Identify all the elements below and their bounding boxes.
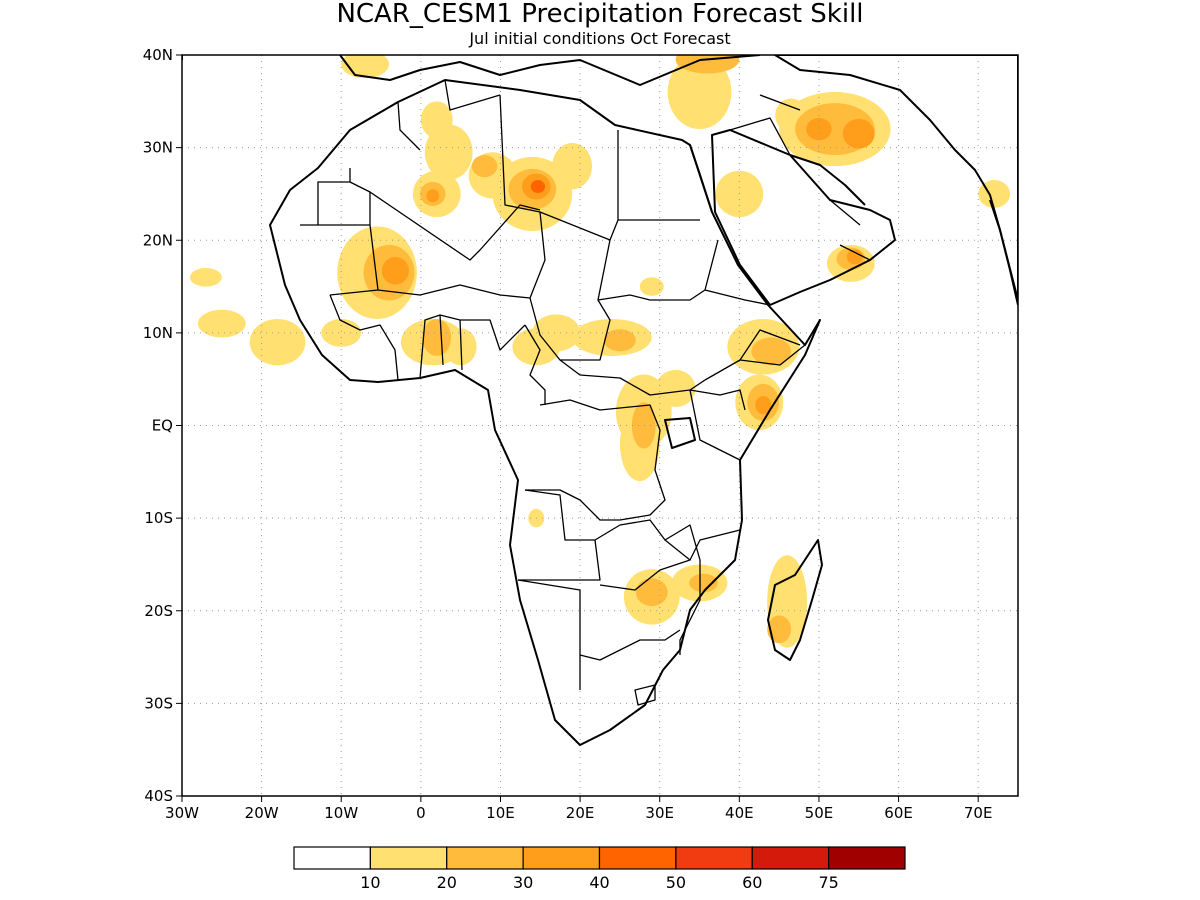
colorbar-label: 40 xyxy=(589,873,609,892)
border-southern-africa xyxy=(517,579,681,690)
y-tick-label: 10N xyxy=(143,324,173,342)
colorbar-label: 20 xyxy=(437,873,457,892)
skill-patch xyxy=(189,268,222,287)
y-tick-label: 20S xyxy=(144,602,173,620)
land-outlines xyxy=(182,55,1018,746)
x-tick-label: 50E xyxy=(805,804,834,822)
skill-patch xyxy=(755,395,772,415)
x-tick-label: 30W xyxy=(165,804,199,822)
skill-patch xyxy=(675,55,740,74)
x-tick-label: 40E xyxy=(725,804,754,822)
border-ethiopia xyxy=(704,289,806,366)
border-mali-niger xyxy=(369,192,531,299)
border-mauritania xyxy=(300,181,379,296)
india-coastline xyxy=(989,199,1018,306)
skill-patch xyxy=(806,117,832,141)
colorbar-label: 75 xyxy=(818,873,838,892)
skill-patch xyxy=(530,180,546,194)
lake-victoria xyxy=(664,417,696,449)
border-middle-east xyxy=(729,94,871,261)
skill-patch xyxy=(767,615,792,644)
arabia-coastline xyxy=(711,129,896,306)
colorbar-swatch xyxy=(522,846,601,870)
chart-title: NCAR_CESM1 Precipitation Forecast Skill xyxy=(336,0,863,29)
skill-patch xyxy=(424,124,473,181)
skill-patch xyxy=(552,142,593,190)
x-tick-label: 30E xyxy=(645,804,674,822)
x-tick-label: 60E xyxy=(884,804,913,822)
skill-patch xyxy=(512,328,561,366)
border-sudan xyxy=(597,239,719,301)
border-drc xyxy=(525,399,666,521)
border-mozambique xyxy=(664,524,741,655)
skill-patch xyxy=(689,573,718,593)
madagascar-coastline xyxy=(767,539,823,661)
skill-patch xyxy=(635,578,668,607)
skill-patch xyxy=(321,318,362,347)
y-tick-label: 40S xyxy=(144,787,173,805)
border-angola xyxy=(518,489,601,581)
colorbar-swatch xyxy=(369,846,448,870)
plot-frame xyxy=(181,54,1019,797)
y-tick-label: 10S xyxy=(144,509,173,527)
colorbar-swatch xyxy=(751,846,830,870)
iran-region-coastline xyxy=(774,55,1018,301)
skill-patch xyxy=(842,118,875,149)
x-tick-label: 20W xyxy=(245,804,279,822)
skill-patch xyxy=(631,402,656,449)
border-central-africa xyxy=(559,359,706,396)
skill-patch xyxy=(197,309,246,338)
colorbar: 10 20 30 40 50 60 75 xyxy=(293,846,906,892)
skill-patch xyxy=(420,101,453,139)
colorbar-swatch xyxy=(675,846,753,870)
border-libya-egypt xyxy=(499,94,700,241)
colorbar-label: 60 xyxy=(742,873,762,892)
persian-gulf xyxy=(789,154,866,206)
y-tick-label: 30S xyxy=(144,694,173,712)
border-lesotho xyxy=(634,684,656,706)
skill-patch xyxy=(846,249,863,265)
colorbar-swatch xyxy=(828,846,906,870)
skill-patch xyxy=(639,277,664,296)
x-tick-label: 70E xyxy=(964,804,993,822)
x-tick-label: 0 xyxy=(416,804,426,822)
skill-patch xyxy=(249,318,306,366)
skill-patch xyxy=(655,369,696,407)
colorbar-swatch xyxy=(446,846,524,870)
skill-patch xyxy=(471,155,498,178)
y-tick-label: 40N xyxy=(143,46,173,64)
y-tick-label: 20N xyxy=(143,231,173,249)
y-tick-label: EQ xyxy=(152,417,173,435)
border-north-africa-coast xyxy=(397,79,501,151)
x-tick-label: 10E xyxy=(486,804,515,822)
colorbar-swatch xyxy=(293,846,371,870)
border-east-africa xyxy=(689,329,801,461)
africa-coastline xyxy=(269,79,821,746)
border-nigeria-cameroon xyxy=(524,324,546,405)
colorbar-label: 30 xyxy=(513,873,533,892)
y-tick-label: 30N xyxy=(143,139,173,157)
skill-patch xyxy=(751,337,792,366)
skill-patch xyxy=(667,55,732,130)
europe-coastline xyxy=(182,55,761,86)
skill-patch xyxy=(381,256,409,285)
red-sea-west xyxy=(689,144,713,213)
colorbar-label: 50 xyxy=(666,873,686,892)
border-zambia xyxy=(594,519,691,591)
skill-shading-layer xyxy=(189,55,1011,648)
skill-patch xyxy=(426,189,440,203)
axis-ticks: 30W 20W 10W 0 10E 20E 30E 40E 50E 60E 70E 40N 30N 20N… xyxy=(143,46,993,822)
skill-patch xyxy=(603,329,636,352)
colorbar-swatch xyxy=(598,846,677,870)
chart-subtitle: Jul initial conditions Oct Forecast xyxy=(468,29,730,48)
x-tick-label: 20E xyxy=(566,804,595,822)
colorbar-label: 10 xyxy=(360,873,380,892)
skill-patch xyxy=(422,318,452,357)
x-tick-label: 10W xyxy=(324,804,358,822)
border-west-africa xyxy=(329,294,526,381)
grid-lines xyxy=(182,55,1018,796)
